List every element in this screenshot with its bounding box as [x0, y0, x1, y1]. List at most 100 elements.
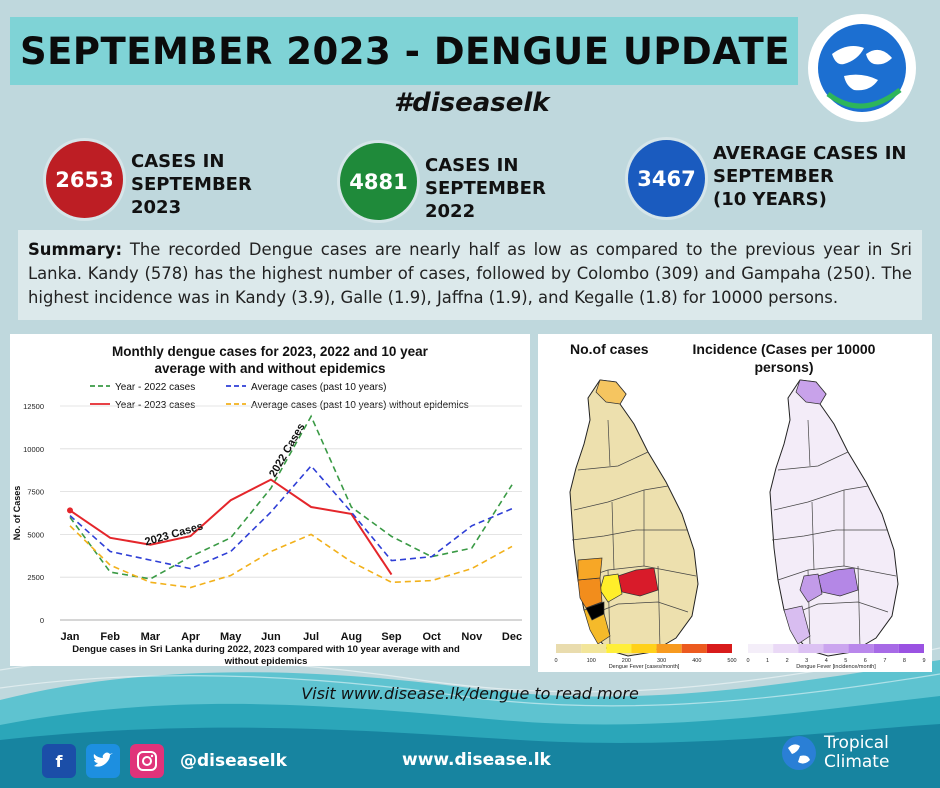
- brand-line2: Climate: [824, 752, 890, 772]
- y-tick-0: 0: [40, 616, 44, 625]
- cases-district-gampaha: [577, 557, 603, 581]
- visit-link[interactable]: Visit www.disease.lk/dengue to read more: [301, 684, 639, 703]
- cases-legend-tick-4: 400: [692, 658, 701, 664]
- brand-line1: Tropical: [824, 733, 889, 753]
- website-link[interactable]: www.disease.lk: [402, 750, 551, 770]
- cases-district-jaffna: [595, 379, 627, 405]
- x-tick-nov: Nov: [461, 631, 483, 643]
- x-tick-jul: Jul: [303, 631, 319, 643]
- cases-legend-label: Dengue Fever [cases/month]: [609, 664, 680, 670]
- chart-title: Monthly dengue cases for 2023, 2022 and …: [112, 344, 429, 376]
- cases-legend-tick-3: 300: [657, 658, 666, 664]
- x-tick-feb: Feb: [100, 631, 120, 643]
- incidence-district-border-0: [777, 451, 849, 471]
- cases-legend-tick-2: 200: [622, 658, 631, 664]
- stat-2023-value: 2653: [46, 141, 123, 218]
- cases-district-kandy: [617, 567, 659, 597]
- incidence-legend-tick-2: 2: [786, 658, 789, 664]
- y-tick-2: 5000: [27, 530, 44, 539]
- incidence-district-jaffna: [795, 379, 827, 405]
- x-tick-jun: Jun: [261, 631, 281, 643]
- cases-district-border-2: [571, 529, 688, 541]
- ministry-logo: [808, 14, 916, 122]
- x-tick-dec: Dec: [502, 631, 522, 643]
- twitter-icon[interactable]: [86, 744, 120, 778]
- incidence-legend-tick-0: 0: [746, 658, 749, 664]
- facebook-icon[interactable]: f: [42, 744, 76, 778]
- incidence-legend-tick-9: 9: [922, 658, 925, 664]
- series-2023-start-point: [67, 507, 73, 514]
- y-tick-1: 2500: [27, 573, 44, 582]
- incidence-district-kegalle: [799, 573, 823, 603]
- cases-district-border-1: [573, 485, 669, 511]
- social-handle[interactable]: @diseaselk: [180, 751, 287, 771]
- incidence-district-border-5: [807, 419, 811, 467]
- incidence-legend-swatch-4: [848, 644, 874, 653]
- incidence-district-border-1: [773, 485, 869, 511]
- cases-district-border-6: [611, 501, 615, 571]
- legend-label-2: Average cases (past 10 years): [251, 382, 386, 393]
- cases-legend-swatch-3: [631, 644, 657, 653]
- cases-legend-swatch-0: [556, 644, 582, 653]
- summary-lead: Summary:: [28, 240, 123, 259]
- line-chart-panel: Monthly dengue cases for 2023, 2022 and …: [10, 334, 530, 667]
- stat-average-value: 3467: [628, 140, 705, 217]
- incidence-legend-tick-4: 4: [825, 658, 828, 664]
- map2-title: Incidence (Cases per 10000 persons): [693, 341, 876, 375]
- incidence-district-kandy: [817, 567, 859, 597]
- annotation-2022: 2022 Cases: [267, 421, 307, 479]
- stat-2023-label: CASES IN SEPTEMBER 2023: [131, 151, 252, 218]
- legend-label-3: Average cases (past 10 years) without ep…: [251, 400, 469, 411]
- stat-2023: 2653 CASES IN SEPTEMBER 2023: [46, 140, 252, 219]
- summary-box: Summary: The recorded Dengue cases are n…: [18, 230, 922, 320]
- x-tick-apr: Apr: [181, 631, 201, 643]
- incidence-legend-label: Dengue Fever [incidence/month]: [796, 664, 876, 670]
- y-tick-5: 12500: [23, 402, 44, 411]
- title-banner: SEPTEMBER 2023 - DENGUE UPDATE: [10, 17, 798, 85]
- cases-legend-tick-0: 0: [554, 658, 557, 664]
- cases-district-border-5: [607, 419, 611, 467]
- incidence-district-galle: [783, 605, 811, 645]
- x-tick-may: May: [220, 631, 242, 643]
- social-bar: f @diseaselk: [42, 744, 287, 778]
- incidence-map: [769, 379, 899, 657]
- incidence-legend-swatch-6: [898, 644, 924, 653]
- line-chart: Monthly dengue cases for 2023, 2022 and …: [12, 344, 522, 667]
- cases-legend-swatch-2: [606, 644, 632, 653]
- wave-background: [0, 647, 940, 788]
- incidence-legend-tick-6: 6: [864, 658, 867, 664]
- x-tick-sep: Sep: [381, 631, 401, 643]
- cases-legend-swatch-5: [681, 644, 707, 653]
- stat-2022-label: CASES IN SEPTEMBER 2022: [425, 155, 546, 222]
- incidence-legend-tick-7: 7: [883, 658, 886, 664]
- cases-district-border-8: [657, 565, 661, 649]
- incidence-district-border-6: [811, 501, 815, 571]
- incidence-legend-swatch-5: [873, 644, 899, 653]
- series-line-1: [69, 478, 393, 576]
- summary-text: The recorded Dengue cases are nearly hal…: [28, 240, 912, 307]
- incidence-legend-tick-1: 1: [766, 658, 769, 664]
- series-line-2: [69, 464, 513, 570]
- earth-icon: [782, 736, 816, 770]
- y-tick-4: 10000: [23, 445, 44, 454]
- cases-legend-swatch-1: [581, 644, 607, 653]
- instagram-icon[interactable]: [130, 744, 164, 778]
- stat-average-label: AVERAGE CASES IN SEPTEMBER (10 YEARS): [713, 143, 907, 210]
- legend-label-0: Year - 2022 cases: [115, 382, 195, 393]
- page-title: SEPTEMBER 2023 - DENGUE UPDATE: [20, 29, 790, 73]
- incidence-legend-swatch-2: [798, 644, 824, 653]
- stat-2022-value: 4881: [340, 143, 417, 220]
- y-axis-label: No. of Cases: [12, 486, 22, 541]
- x-tick-aug: Aug: [341, 631, 362, 643]
- incidence-district-border-3: [777, 565, 897, 581]
- map1-title: No.of cases: [570, 341, 649, 357]
- incidence-district-border-8: [857, 565, 861, 649]
- annotation-2023: 2023 Cases: [144, 520, 205, 548]
- incidence-district-border-2: [771, 529, 888, 541]
- cases-legend-swatch-6: [706, 644, 732, 653]
- cases-district-kalutara: [585, 601, 605, 621]
- maps-panel: No.of cases Incidence (Cases per 10000 per…: [538, 334, 932, 672]
- maps-figure: No.of cases Incidence (Cases per 10000 per…: [554, 341, 925, 670]
- hashtag: #diseaselk: [394, 88, 550, 118]
- incidence-legend-swatch-1: [773, 644, 799, 653]
